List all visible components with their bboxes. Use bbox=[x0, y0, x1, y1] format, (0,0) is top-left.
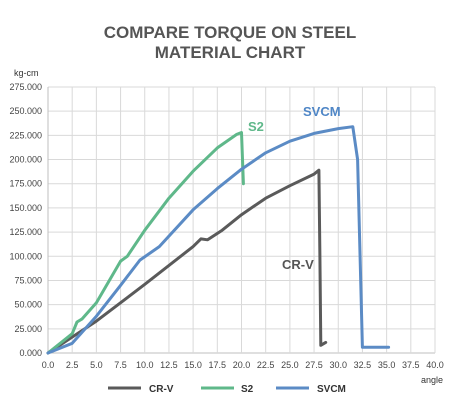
x-tick-label: 25.0 bbox=[281, 360, 299, 370]
x-tick-label: 22.5 bbox=[257, 360, 275, 370]
legend-label-s2: S2 bbox=[241, 384, 254, 395]
x-tick-label: 30.0 bbox=[329, 360, 347, 370]
legend-label-crv: CR-V bbox=[149, 384, 174, 395]
y-tick-label: 100.000 bbox=[9, 251, 42, 261]
x-tick-label: 17.5 bbox=[209, 360, 227, 370]
y-tick-label: 175.000 bbox=[9, 179, 42, 189]
y-tick-label: 225.000 bbox=[9, 130, 42, 140]
y-tick-label: 200.000 bbox=[9, 155, 42, 165]
annotation-s2: S2 bbox=[248, 119, 264, 134]
x-tick-label: 27.5 bbox=[305, 360, 323, 370]
x-tick-label: 35.0 bbox=[378, 360, 396, 370]
x-tick-label: 37.5 bbox=[402, 360, 420, 370]
y-tick-label: 75.000 bbox=[14, 275, 42, 285]
chart-title-line-1: COMPARE TORQUE ON STEEL bbox=[104, 23, 357, 42]
annotation-svcm: SVCM bbox=[303, 104, 341, 119]
series-line-s2 bbox=[46, 131, 245, 355]
x-tick-label: 12.5 bbox=[160, 360, 178, 370]
x-tick-label: 10.0 bbox=[136, 360, 154, 370]
series-line-svcm bbox=[46, 125, 391, 355]
y-tick-label: 250.000 bbox=[9, 106, 42, 116]
x-tick-label: 7.5 bbox=[114, 360, 127, 370]
x-axis-unit-label: angle bbox=[421, 375, 443, 385]
x-tick-label: 2.5 bbox=[66, 360, 79, 370]
x-tick-label: 20.0 bbox=[233, 360, 251, 370]
legend-label-svcm: SVCM bbox=[317, 384, 346, 395]
y-tick-label: 125.000 bbox=[9, 227, 42, 237]
x-tick-label: 0.0 bbox=[42, 360, 55, 370]
y-axis-unit-label: kg-cm bbox=[14, 68, 39, 78]
y-tick-label: 50.000 bbox=[14, 300, 42, 310]
y-tick-label: 275.000 bbox=[9, 82, 42, 92]
chart-title-line-2: MATERIAL CHART bbox=[155, 43, 306, 62]
x-tick-label: 32.5 bbox=[354, 360, 372, 370]
grid-lines bbox=[47, 86, 436, 354]
annotation-crv: CR-V bbox=[282, 257, 314, 272]
series-lines bbox=[46, 125, 391, 355]
y-tick-label: 25.000 bbox=[14, 324, 42, 334]
y-tick-label: 0.000 bbox=[19, 348, 42, 358]
x-tick-label: 40.0 bbox=[426, 360, 444, 370]
y-tick-label: 150.000 bbox=[9, 203, 42, 213]
axis-tick-labels: 0.000 25.000 50.000 75.000 100.000 125.000 150… bbox=[9, 82, 443, 370]
x-tick-label: 5.0 bbox=[90, 360, 103, 370]
series-line-crv bbox=[46, 168, 328, 355]
x-tick-label: 15.0 bbox=[184, 360, 202, 370]
legend: CR-V S2 SVCM bbox=[108, 384, 346, 395]
